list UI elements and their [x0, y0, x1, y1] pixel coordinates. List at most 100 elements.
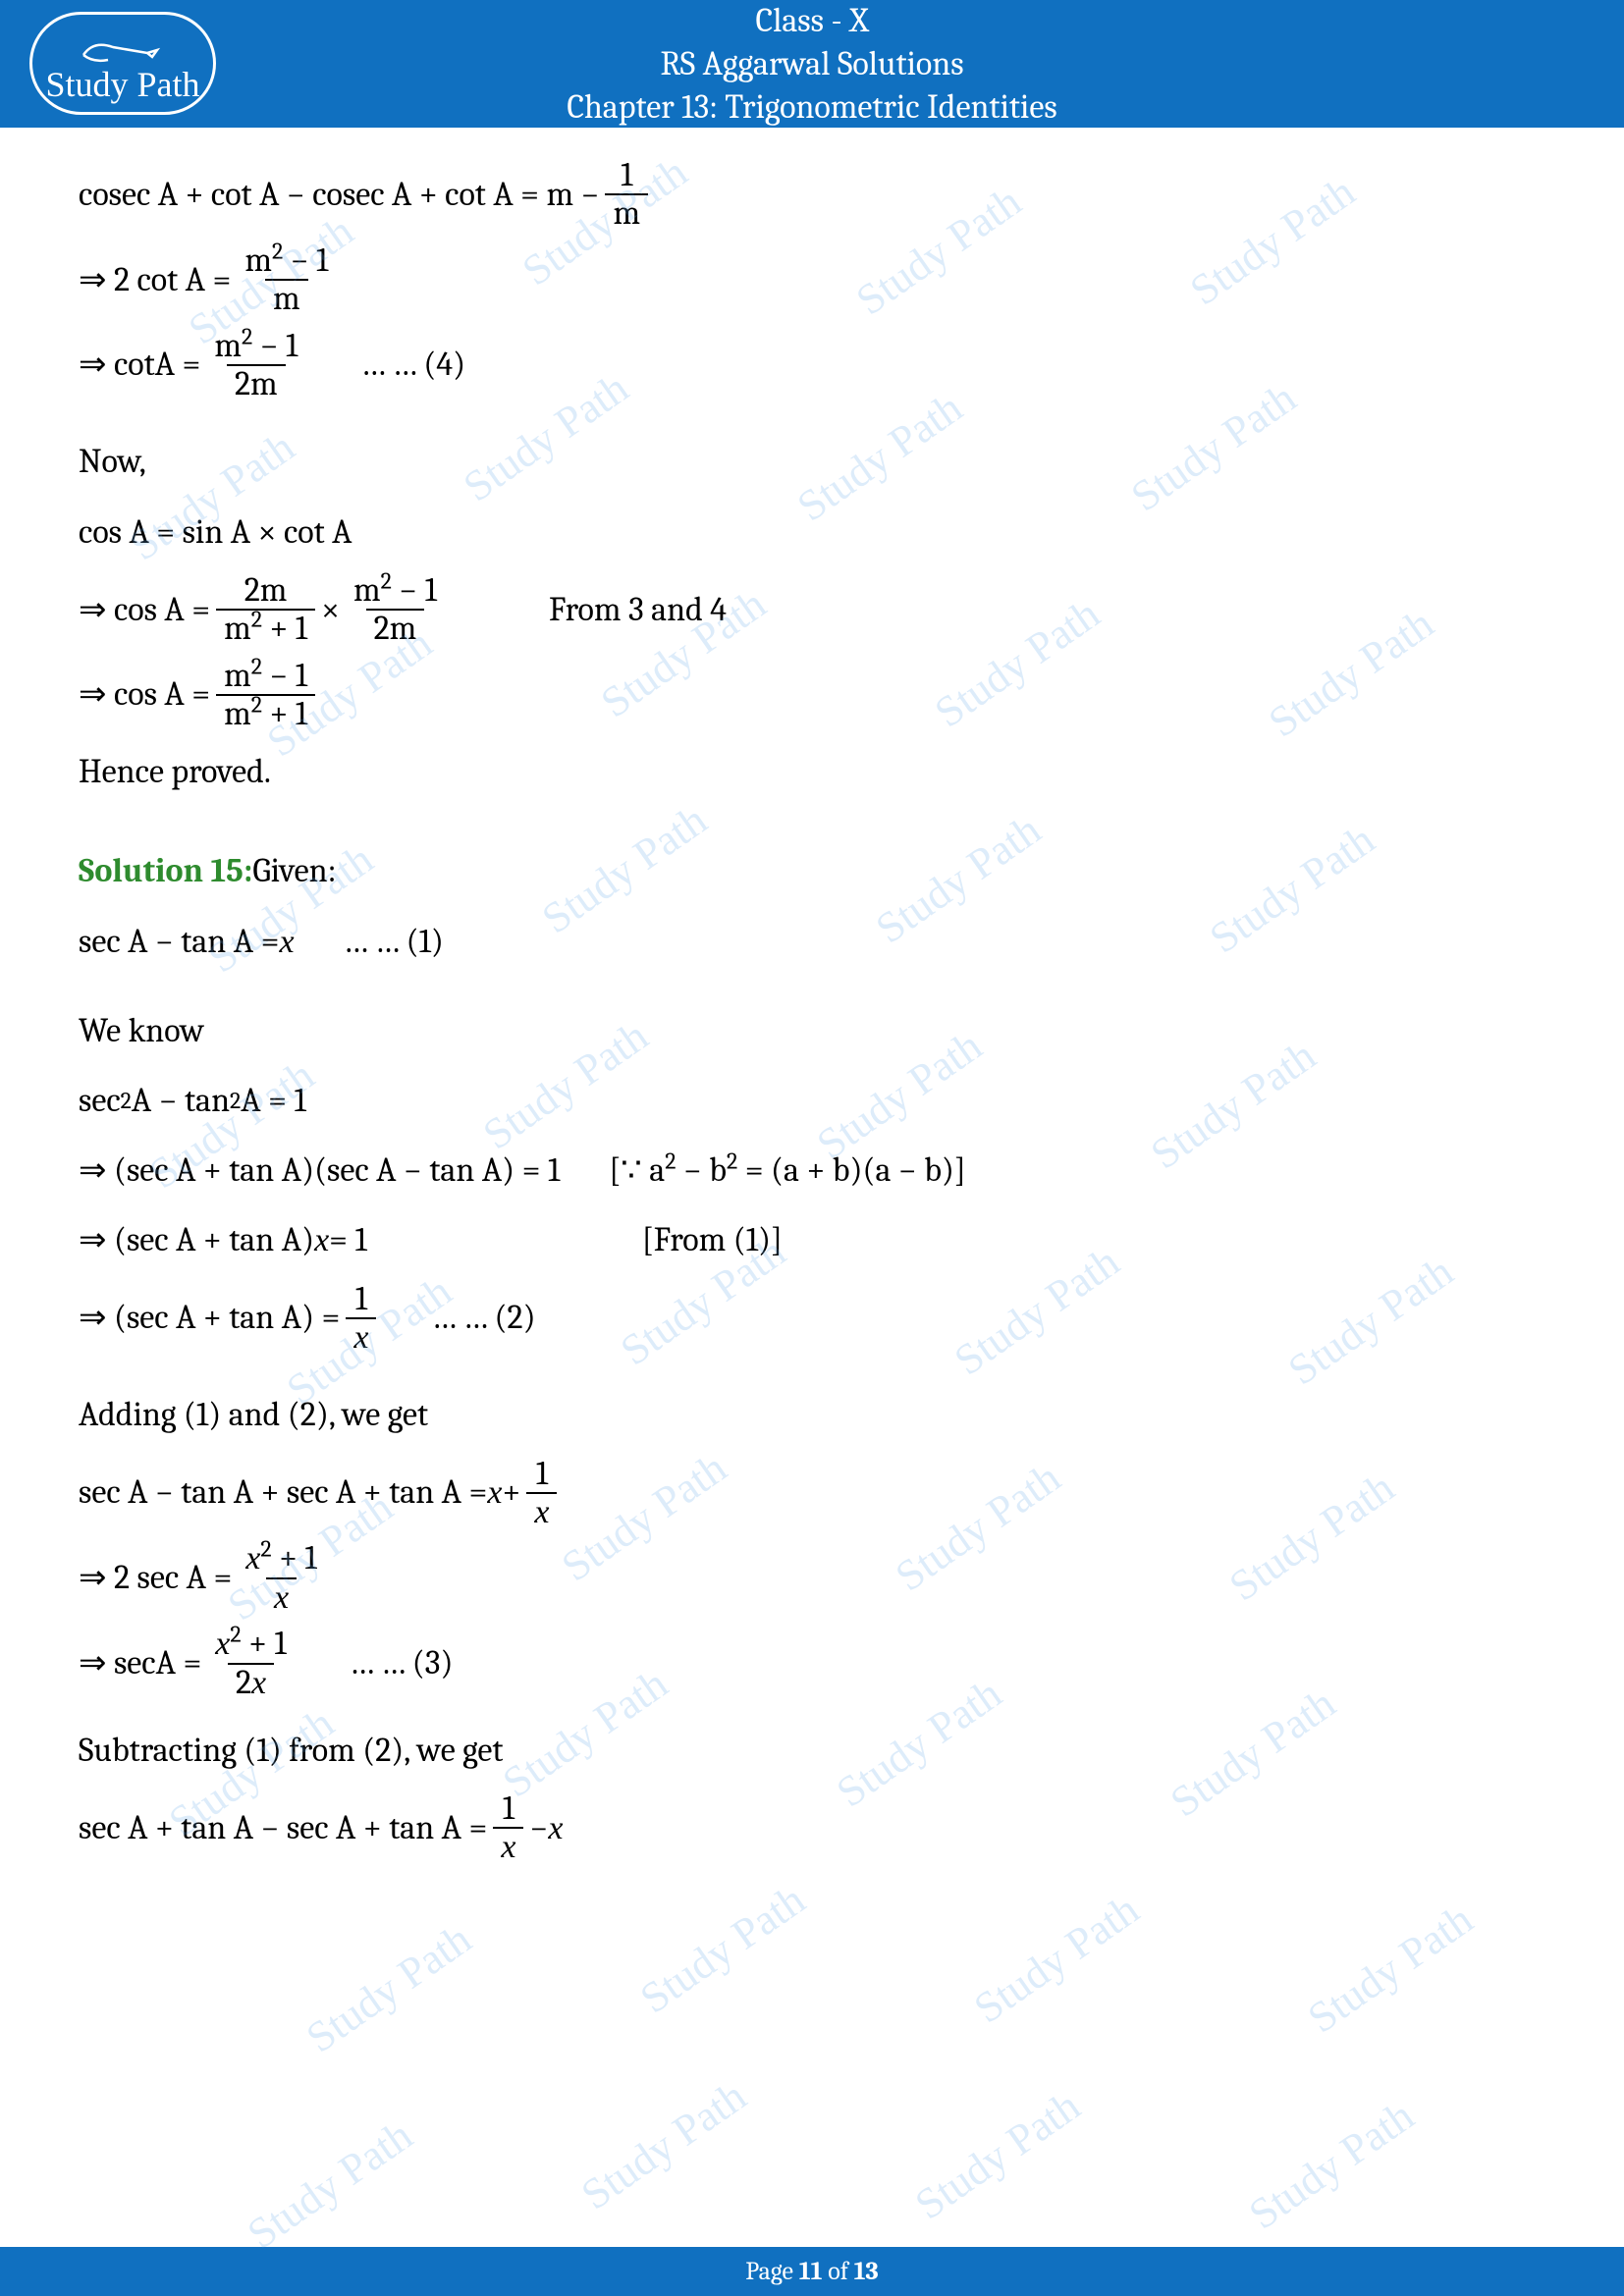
text-line: Now, — [79, 432, 1545, 492]
eq-line: ⇒ cos A = m2 − 1 m2 + 1 — [79, 658, 1545, 733]
text: + — [502, 1463, 520, 1522]
eq-line: ⇒ secA = x2 + 1 22xx … … (3) — [79, 1626, 1545, 1701]
eq-line: ⇒ (sec A + tan A) = 1 x … … (2) — [79, 1281, 1545, 1357]
page-header: Study Path Class - X RS Aggarwal Solutio… — [0, 0, 1624, 128]
eq-tag: … … (1) — [344, 912, 444, 972]
eq-line: cos A = sin A × cot A — [79, 503, 1545, 562]
eq-line: ⇒ (sec A + tan A)x = 1 [From (1)] — [79, 1210, 1545, 1270]
sup: 2 — [381, 567, 392, 594]
identity: [∵ a2 − b2 = (a + b)(a − b)] — [609, 1141, 966, 1201]
eq-line: sec2 A − tan2 A = 1 — [79, 1071, 1545, 1131]
header-class: Class - X — [0, 0, 1624, 42]
eq-line: sec A − tan A = x … … (1) — [79, 912, 1545, 972]
text: cos A = sin A × cot A — [79, 503, 352, 562]
watermark: Study Path — [631, 1875, 814, 2024]
text-line: Subtracting (1) from (2), we get — [79, 1721, 1545, 1781]
var: x — [279, 912, 294, 972]
text: ⇒ (sec A + tan A)(sec A − tan A) = 1 — [79, 1141, 560, 1201]
var: x — [487, 1463, 502, 1522]
text: − — [529, 1798, 548, 1858]
sup: 2 — [251, 607, 262, 633]
sup: 2 — [242, 323, 252, 349]
fraction: m2 − 1 m2 + 1 — [216, 658, 315, 733]
header-book: RS Aggarwal Solutions — [0, 42, 1624, 85]
denominator: m2 + 1 — [216, 609, 315, 647]
text: ⇒ cotA = — [79, 335, 200, 395]
text: = (a + b)(a − b)] — [737, 1150, 966, 1190]
text: ⇒ cos A = — [79, 665, 210, 724]
fraction: 1 x — [346, 1281, 376, 1357]
text-line: We know — [79, 1001, 1545, 1061]
page-content: cosec A + cot A − cosec A + cot A = m − … — [0, 128, 1624, 1866]
eq-line: ⇒ cos A = 2m m2 + 1 × m2 − 1 2m From 3 a… — [79, 572, 1545, 648]
fraction: m2 − 1 2m — [346, 572, 445, 648]
text: ⇒ 2 cot A = — [79, 250, 231, 310]
page-current: 11 — [799, 2257, 823, 2286]
text: = 1 — [329, 1210, 367, 1270]
denominator: m — [605, 193, 648, 232]
text: − 1 — [252, 326, 298, 365]
eq-line: sec A − tan A + sec A + tan A = x + 1 x — [79, 1456, 1545, 1531]
text: − 1 — [392, 570, 437, 610]
numerator: x2 + 1 — [207, 1626, 294, 1662]
eq-tag: … … (4) — [360, 335, 465, 395]
watermark: Study Path — [1299, 1895, 1482, 2044]
eq-tag: … … (2) — [431, 1288, 535, 1348]
denominator: x — [266, 1577, 297, 1616]
fraction: x2 + 1 22xx — [207, 1626, 294, 1701]
numerator: 2m — [237, 572, 296, 609]
watermark: Study Path — [298, 1914, 480, 2063]
fraction: 1 x — [493, 1790, 523, 1866]
watermark: Study Path — [965, 1885, 1148, 2034]
text-line: Adding (1) and (2), we get — [79, 1385, 1545, 1445]
eq-line: cosec A + cot A − cosec A + cot A = m − … — [79, 157, 1545, 233]
header-chapter: Chapter 13: Trigonometric Identities — [0, 85, 1624, 129]
denominator: 22xx — [228, 1663, 274, 1701]
sup: 2 — [727, 1148, 737, 1175]
text-line: Hence proved. — [79, 742, 1545, 802]
numerator: m2 − 1 — [237, 242, 336, 279]
sup: 2 — [260, 1536, 271, 1563]
text: m — [224, 656, 251, 695]
sup: 2 — [230, 1622, 241, 1648]
numerator: 1 — [348, 1281, 375, 1317]
text: + 1 — [242, 1624, 287, 1663]
numerator: m2 − 1 — [346, 572, 445, 609]
denominator: x — [526, 1492, 557, 1530]
fraction: m2 − 1 2m — [206, 328, 305, 403]
logo: Study Path — [29, 12, 216, 115]
sup: 2 — [272, 238, 283, 264]
denominator: 2m — [227, 364, 286, 402]
text: m — [224, 694, 251, 733]
eq-tag: … … (3) — [350, 1633, 454, 1693]
fraction: x2 + 1 x — [238, 1540, 324, 1616]
text: Adding (1) and (2), we get — [79, 1385, 428, 1445]
text: cosec A + cot A − cosec A + cot A = m − — [79, 165, 599, 225]
text: sec A − tan A = — [79, 912, 279, 972]
numerator: 1 — [613, 157, 640, 193]
var: x — [314, 1210, 329, 1270]
fraction: 1 m — [605, 157, 648, 233]
text: + 1 — [272, 1538, 317, 1577]
eq-tag: From 3 and 4 — [549, 580, 727, 640]
text: m — [244, 240, 272, 280]
denominator: 2m — [366, 609, 425, 647]
text: + 1 — [262, 609, 307, 648]
text: m — [224, 609, 251, 648]
fraction: m2 − 1 m — [237, 242, 336, 318]
footer-pre: Page — [745, 2257, 798, 2286]
text: Hence proved. — [79, 742, 271, 802]
text: m — [214, 326, 242, 365]
fraction: 2m m2 + 1 — [216, 572, 315, 648]
denominator: m2 + 1 — [216, 694, 315, 732]
text: Subtracting (1) from (2), we get — [79, 1721, 503, 1781]
eq-tag: [From (1)] — [642, 1210, 783, 1270]
text: × — [321, 580, 340, 640]
eq-line: ⇒ 2 sec A = x2 + 1 x — [79, 1540, 1545, 1616]
solution-heading: Solution 15: Given: — [79, 841, 1545, 901]
text: − 1 — [262, 656, 307, 695]
text: − 1 — [283, 240, 328, 280]
eq-line: ⇒ 2 cot A = m2 − 1 m — [79, 242, 1545, 318]
text: sec A − tan A + sec A + tan A = — [79, 1463, 487, 1522]
numerator: x2 + 1 — [238, 1540, 324, 1576]
